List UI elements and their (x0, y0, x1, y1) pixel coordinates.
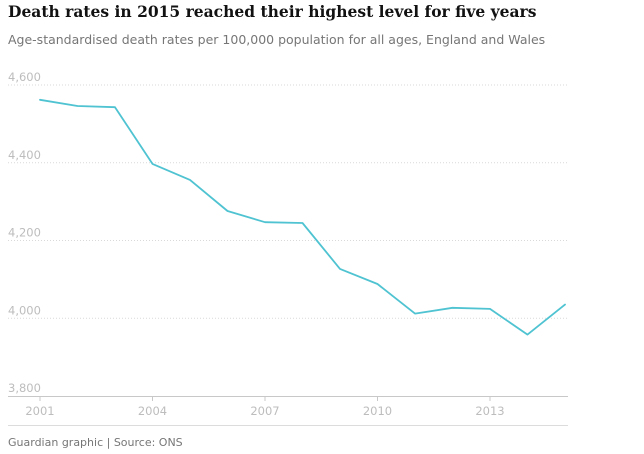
x-axis (8, 396, 568, 401)
data-point (301, 222, 303, 224)
data-point (39, 99, 41, 101)
footer-divider (8, 425, 568, 426)
y-tick-label: 4,600 (8, 70, 41, 84)
y-tick-labels: 4,600 4,400 4,200 4,000 3,800 (8, 70, 41, 395)
x-tick-label: 2004 (138, 404, 167, 418)
data-point (264, 221, 266, 223)
y-tick-label: 4,400 (8, 148, 41, 162)
x-tick-label: 2007 (250, 404, 279, 418)
series-lines (39, 98, 566, 336)
data-point (489, 308, 491, 310)
chart-subtitle: Age-standardised death rates per 100,000… (8, 32, 546, 47)
y-tick-label: 3,800 (8, 381, 41, 395)
y-tick-label: 4,000 (8, 303, 41, 317)
data-point (564, 303, 566, 305)
y-tick-label: 4,200 (8, 226, 41, 240)
y-gridlines (8, 84, 568, 319)
source-credit: Guardian graphic | Source: ONS (8, 436, 183, 449)
x-tick-label: 2013 (475, 404, 504, 418)
x-tick-labels: 2001 2004 2007 2010 2013 (25, 404, 504, 418)
data-point (189, 179, 191, 181)
data-point (451, 307, 453, 309)
data-point (339, 268, 341, 270)
data-points (39, 99, 566, 336)
chart-title: Death rates in 2015 reached their highes… (8, 2, 537, 21)
x-tick-label: 2010 (363, 404, 392, 418)
x-tick-label: 2001 (25, 404, 54, 418)
series-line (39, 98, 566, 336)
data-point (114, 106, 116, 108)
data-point (376, 283, 378, 285)
data-point (414, 312, 416, 314)
data-point (151, 163, 153, 165)
data-point (76, 105, 78, 107)
data-point (526, 333, 528, 335)
data-point (226, 210, 228, 212)
